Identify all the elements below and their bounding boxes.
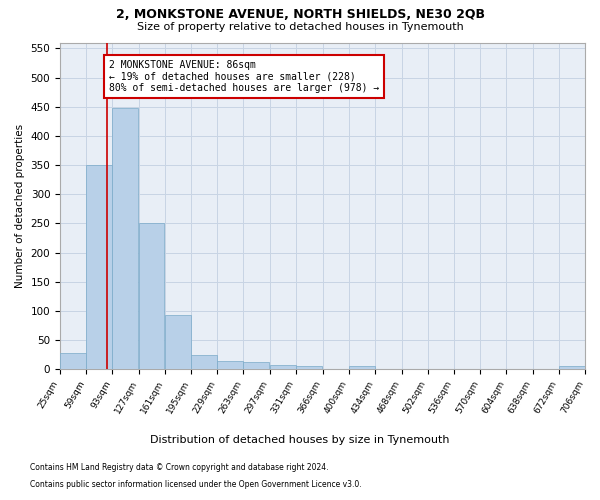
Text: Contains HM Land Registry data © Crown copyright and database right 2024.: Contains HM Land Registry data © Crown c… (30, 464, 329, 472)
Bar (165, 315, 191, 370)
Text: Distribution of detached houses by size in Tynemouth: Distribution of detached houses by size … (150, 435, 450, 445)
Bar (191, 356, 217, 370)
Bar (296, 366, 322, 370)
Y-axis label: Number of detached properties: Number of detached properties (15, 124, 25, 288)
Text: 2, MONKSTONE AVENUE, NORTH SHIELDS, NE30 2QB: 2, MONKSTONE AVENUE, NORTH SHIELDS, NE30… (115, 8, 485, 20)
Text: 2 MONKSTONE AVENUE: 86sqm
← 19% of detached houses are smaller (228)
80% of semi: 2 MONKSTONE AVENUE: 86sqm ← 19% of detac… (109, 60, 379, 93)
Bar (217, 360, 243, 370)
Bar (60, 353, 86, 370)
Text: Contains public sector information licensed under the Open Government Licence v3: Contains public sector information licen… (30, 480, 362, 489)
Bar (270, 365, 296, 370)
Bar (349, 366, 375, 370)
Bar (559, 366, 584, 370)
Bar (86, 165, 112, 370)
Bar (139, 224, 164, 370)
Bar (112, 108, 138, 370)
Bar (244, 362, 269, 370)
Text: Size of property relative to detached houses in Tynemouth: Size of property relative to detached ho… (137, 22, 463, 32)
